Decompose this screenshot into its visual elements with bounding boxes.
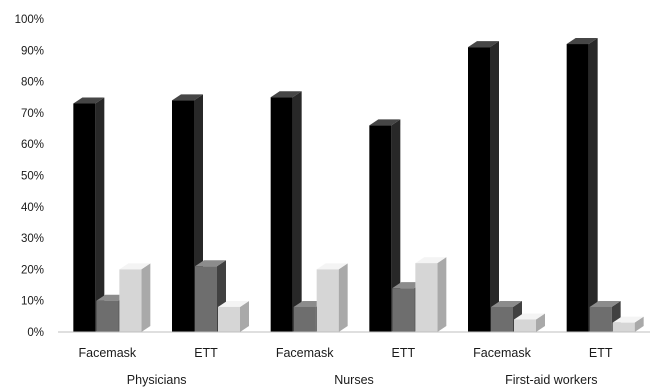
bar-front-face	[96, 300, 119, 332]
bar-front-face	[73, 103, 96, 332]
bar-front-face	[468, 47, 490, 333]
bar-top-face	[491, 300, 522, 307]
bar-front-face	[612, 322, 635, 332]
bar	[415, 257, 447, 332]
bar-top-face	[172, 94, 203, 101]
x-axis-labels: Facemask ETT Facemask ETT Facemask ETT	[79, 346, 613, 360]
bar	[514, 313, 545, 332]
bar-top-face	[316, 263, 348, 270]
y-tick-label: 30%	[21, 233, 44, 245]
bar-top-face	[589, 300, 621, 307]
group-labels: Physicians Nurses First-aid workers	[127, 373, 598, 387]
bar-front-face	[293, 306, 316, 332]
y-tick-label: 80%	[21, 77, 44, 89]
bar	[218, 300, 249, 332]
bar-top-face	[566, 38, 598, 45]
bar-top-face	[195, 260, 226, 267]
bar-top-face	[218, 300, 249, 307]
y-tick-label: 90%	[21, 45, 44, 57]
bar-top-face	[415, 257, 447, 264]
bar	[566, 38, 598, 332]
bar-side-face	[490, 41, 499, 333]
y-tick-label: 0%	[27, 327, 44, 339]
bar-side-face	[292, 91, 302, 332]
bar-front-face	[218, 306, 240, 332]
bar-front-face	[369, 125, 392, 332]
bar-front-face	[119, 269, 142, 332]
bar	[468, 41, 499, 333]
bar-top-face	[468, 41, 499, 48]
bar-side-face	[536, 313, 545, 332]
bar-top-face	[514, 313, 545, 320]
bar-side-face	[141, 263, 151, 332]
x-tick-label: ETT	[589, 346, 613, 360]
bar	[369, 119, 401, 332]
bar-top-face	[369, 119, 401, 126]
bar	[73, 97, 105, 332]
bar-front-face	[415, 263, 438, 332]
group-label: Nurses	[334, 373, 374, 387]
bar	[270, 91, 302, 332]
bar-side-face	[588, 38, 598, 332]
bar-front-face	[491, 306, 513, 332]
y-tick-label: 10%	[21, 296, 44, 308]
bar-top-face	[73, 97, 105, 104]
y-tick-label: 40%	[21, 202, 44, 214]
x-tick-label: ETT	[194, 346, 218, 360]
bar-top-face	[270, 91, 302, 98]
bar-front-face	[270, 97, 293, 332]
bar-side-face	[95, 97, 105, 332]
y-tick-label: 70%	[21, 108, 44, 120]
x-tick-label: Facemask	[473, 346, 531, 360]
x-tick-label: ETT	[392, 346, 416, 360]
bar-front-face	[172, 100, 194, 332]
bar-side-face	[391, 119, 401, 332]
bar	[316, 263, 348, 332]
group-label: First-aid workers	[505, 373, 597, 387]
x-tick-label: Facemask	[79, 346, 137, 360]
bar-side-face	[240, 300, 249, 332]
bar-side-face	[634, 316, 644, 332]
bar-front-face	[589, 306, 612, 332]
bar-front-face	[514, 319, 536, 332]
bar-side-face	[338, 263, 348, 332]
bars	[73, 38, 644, 333]
bar-side-face	[437, 257, 447, 332]
bar	[119, 263, 151, 332]
y-tick-label: 100%	[15, 14, 44, 26]
bar-front-face	[392, 288, 415, 332]
bar-top-face	[119, 263, 151, 270]
x-tick-label: Facemask	[276, 346, 334, 360]
bar-front-face	[195, 266, 217, 332]
bar-front-face	[316, 269, 339, 332]
y-axis: 0% 10% 20% 30% 40% 50% 60% 70% 80% 90% 100%	[15, 14, 44, 339]
group-label: Physicians	[127, 373, 187, 387]
bar	[612, 316, 644, 332]
y-tick-label: 50%	[21, 171, 44, 183]
y-tick-label: 60%	[21, 139, 44, 151]
bar-top-face	[612, 316, 644, 323]
y-tick-label: 20%	[21, 264, 44, 276]
bar-front-face	[566, 44, 589, 332]
